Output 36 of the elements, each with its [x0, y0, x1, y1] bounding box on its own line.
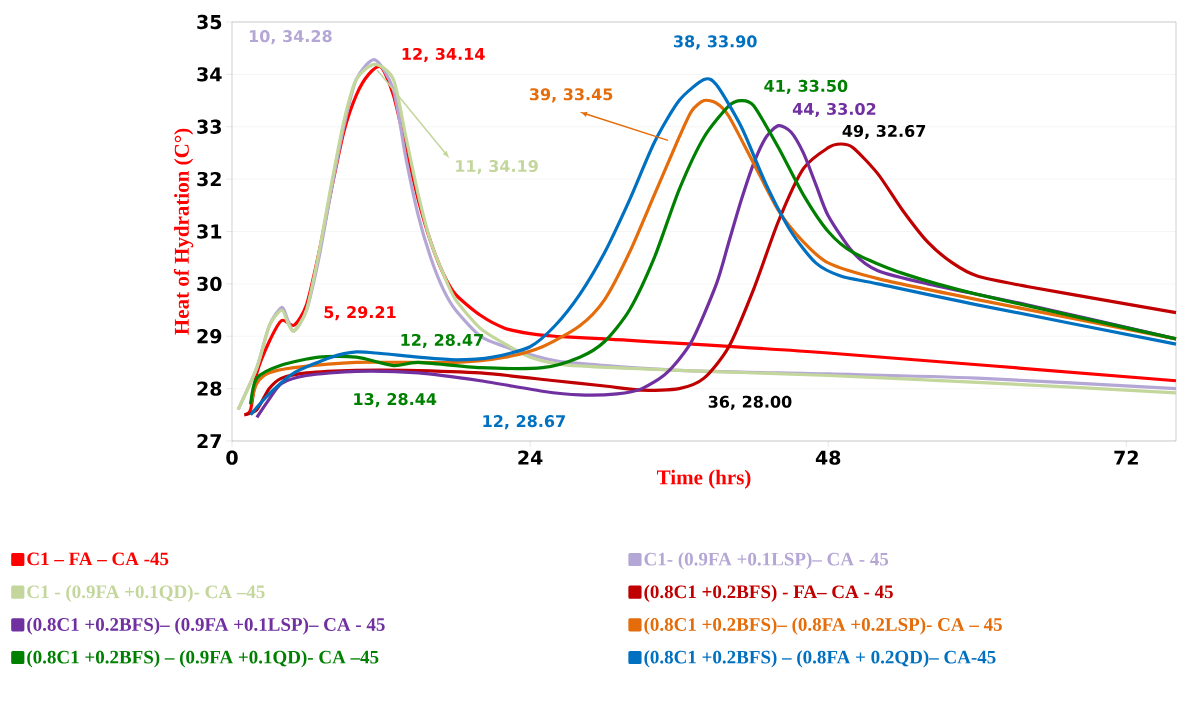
y-axis-title: Heat of Hydration (C°): [173, 128, 194, 335]
x-tick-label: 0: [226, 450, 238, 465]
x-tick-label: 48: [815, 450, 841, 465]
annotation: 39, 33.45: [529, 88, 613, 103]
annotation: 10, 34.28: [249, 30, 332, 45]
legend-label: (0.8C1 +0.2BFS) – (0.9FA +0.1QD)- CA –45: [27, 650, 379, 668]
x-tick-label: 72: [1114, 450, 1138, 465]
annotation: 49, 32.67: [842, 124, 926, 140]
legend-label: C1 – FA – CA -45: [27, 552, 169, 566]
x-axis-title: Time (hrs): [656, 469, 751, 489]
legend-label: (0.8C1 +0.2BFS)– (0.9FA +0.1LSP)– CA - 45: [27, 617, 385, 635]
annotation: 44, 33.02: [792, 102, 876, 118]
annotation: 36, 28.00: [708, 395, 792, 410]
y-tick-label: 30: [197, 276, 222, 292]
y-tick-label: 33: [197, 119, 221, 134]
annotation: 11, 34.19: [456, 159, 538, 175]
y-tick-label: 35: [197, 14, 222, 30]
y-tick-label: 32: [197, 171, 221, 187]
legend-label: C1 - (0.9FA +0.1QD)- CA –45: [27, 584, 265, 603]
legend-label: (0.8C1 +0.2BFS) - FA– CA - 45: [644, 584, 893, 603]
y-tick-label: 31: [197, 224, 222, 239]
legend-label: (0.8C1 +0.2BFS)– (0.8FA +0.2LSP)- CA – 45: [644, 617, 1002, 635]
y-tick-label: 27: [197, 433, 221, 449]
legend-label: (0.8C1 +0.2BFS) – (0.8FA + 0.2QD)– CA-45: [644, 650, 996, 668]
y-tick-label: 29: [197, 329, 222, 344]
annotation: 13, 28.44: [354, 393, 437, 408]
legend-label: C1- (0.9FA +0.1LSP)– CA - 45: [644, 552, 889, 570]
annotation: 12, 28.47: [401, 333, 483, 349]
annotation: 5, 29.21: [324, 306, 396, 321]
x-tick-label: 24: [518, 450, 543, 465]
annotation: 41, 33.50: [764, 79, 848, 95]
annotation: 38, 33.90: [673, 35, 757, 50]
annotation: 12, 34.14: [402, 47, 485, 63]
annotation: 12, 28.67: [483, 415, 565, 430]
y-tick-label: 34: [197, 67, 222, 82]
y-tick-label: 28: [197, 381, 222, 396]
